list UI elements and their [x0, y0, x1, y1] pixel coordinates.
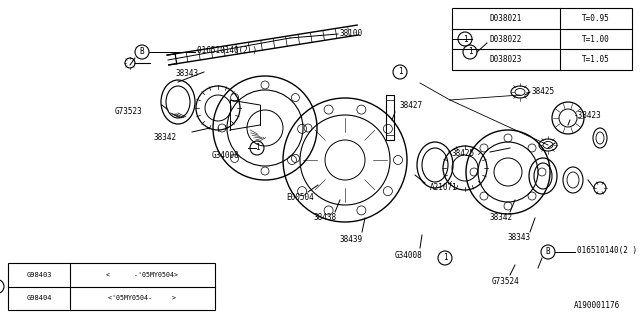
- Text: 38438: 38438: [313, 213, 336, 222]
- Text: B: B: [140, 47, 144, 57]
- Text: 38427: 38427: [400, 100, 423, 109]
- Text: G98403: G98403: [26, 272, 52, 278]
- Text: 1: 1: [468, 47, 472, 57]
- Text: 38342: 38342: [153, 133, 176, 142]
- Text: 38439: 38439: [340, 236, 363, 244]
- Text: D038022: D038022: [490, 35, 522, 44]
- Text: A190001176: A190001176: [573, 301, 620, 310]
- Text: A21071: A21071: [430, 183, 458, 193]
- Text: T=1.00: T=1.00: [582, 35, 610, 44]
- Bar: [8, 263, 215, 310]
- Text: D038023: D038023: [490, 55, 522, 64]
- Text: 016510140(2 ): 016510140(2 ): [577, 246, 637, 255]
- Text: D038021: D038021: [490, 14, 522, 23]
- Text: 1: 1: [463, 35, 467, 44]
- Text: 38100: 38100: [340, 28, 363, 37]
- Bar: [452, 8, 632, 70]
- Text: 38342: 38342: [490, 213, 513, 222]
- Text: 1: 1: [443, 253, 447, 262]
- Text: G34008: G34008: [212, 150, 240, 159]
- Text: 1: 1: [397, 68, 403, 76]
- Text: G34008: G34008: [395, 251, 423, 260]
- Text: T=0.95: T=0.95: [582, 14, 610, 23]
- Text: <'05MY0504-     >: <'05MY0504- >: [109, 295, 177, 301]
- Text: 38425: 38425: [532, 86, 555, 95]
- Text: <      -'05MY0504>: < -'05MY0504>: [106, 272, 179, 278]
- Text: E00504: E00504: [286, 194, 314, 203]
- Text: -38423: -38423: [574, 110, 602, 119]
- Text: 38343: 38343: [508, 234, 531, 243]
- Text: 1: 1: [255, 143, 259, 153]
- Text: G73523: G73523: [115, 108, 143, 116]
- Text: G73524: G73524: [492, 277, 520, 286]
- Text: 016510140(2 ): 016510140(2 ): [197, 46, 257, 55]
- Text: 38425: 38425: [452, 148, 475, 157]
- Text: 38343: 38343: [176, 68, 199, 77]
- Text: T=1.05: T=1.05: [582, 55, 610, 64]
- Text: B: B: [546, 247, 550, 257]
- Bar: [386, 95, 394, 140]
- Text: G98404: G98404: [26, 295, 52, 301]
